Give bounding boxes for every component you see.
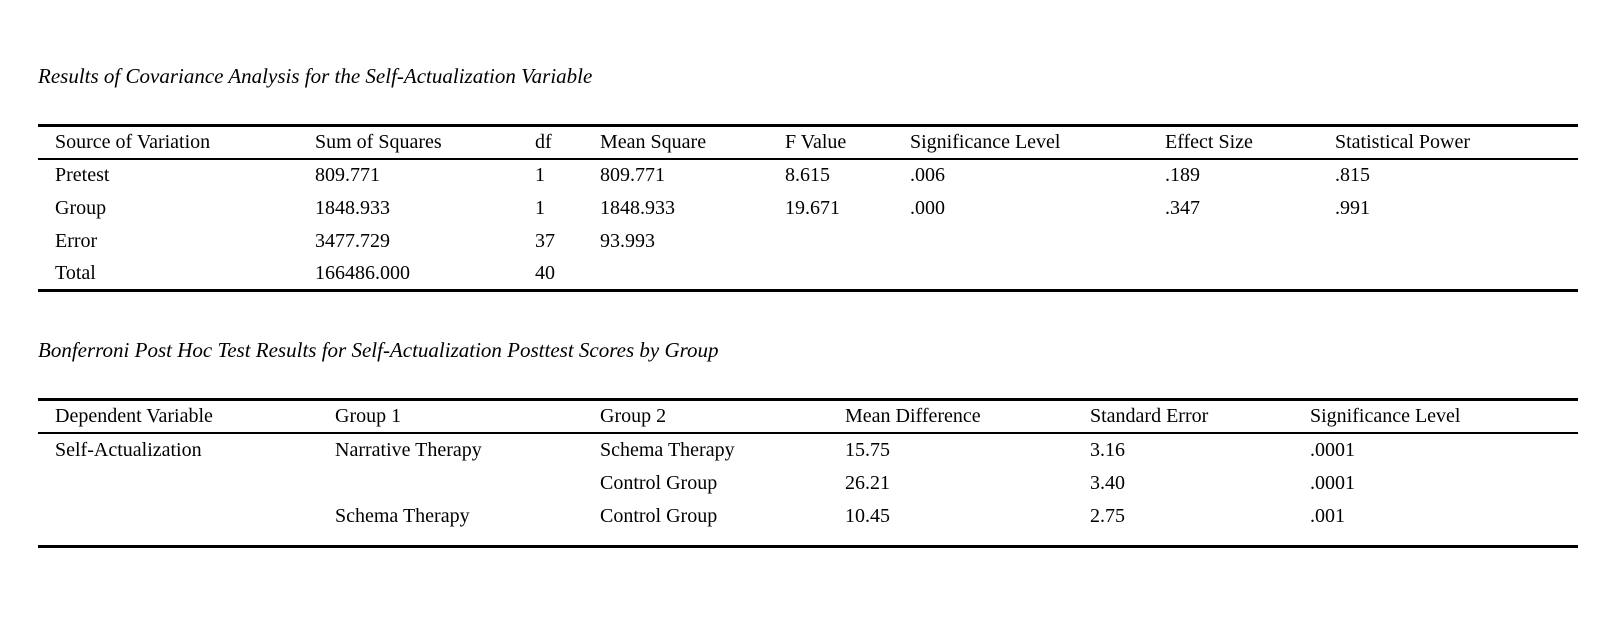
column-header: df xyxy=(535,130,552,153)
table-cell: 3.16 xyxy=(1090,438,1125,461)
table-cell: 166486.000 xyxy=(315,261,410,284)
table-cell xyxy=(910,258,1165,291)
posthoc-table-title: Bonferroni Post Hoc Test Results for Sel… xyxy=(38,338,719,362)
table-cell: Schema Therapy xyxy=(600,438,735,461)
posthoc-table-body: Self-Actualization Narrative Therapy Sch… xyxy=(38,433,1578,547)
table-cell: .347 xyxy=(1165,196,1200,219)
column-header: Source of Variation xyxy=(55,130,211,153)
ancova-table: Source of Variation Sum of Squares df Me… xyxy=(38,124,1578,292)
table-cell: 1848.933 xyxy=(600,196,675,219)
table-cell: .815 xyxy=(1335,164,1370,186)
ancova-table-header: Source of Variation Sum of Squares df Me… xyxy=(38,126,1578,159)
column-header: Statistical Power xyxy=(1335,130,1470,153)
ancova-table-title: Results of Covariance Analysis for the S… xyxy=(38,64,593,88)
posthoc-table: Dependent Variable Group 1 Group 2 Mean … xyxy=(38,398,1578,548)
table-cell: Self-Actualization xyxy=(55,438,202,461)
table-cell: Narrative Therapy xyxy=(335,438,482,461)
table-row: Control Group 26.21 3.40 .0001 xyxy=(38,467,1578,501)
table-cell xyxy=(600,258,785,291)
table-row: Pretest 809.771 1 809.771 8.615 .006 .18… xyxy=(38,159,1578,192)
table-cell: .991 xyxy=(1335,196,1370,219)
table-cell xyxy=(785,225,910,258)
table-cell: Control Group xyxy=(600,472,718,494)
table-row: Total 166486.000 40 xyxy=(38,258,1578,291)
table-cell xyxy=(1335,258,1578,291)
table-cell xyxy=(910,225,1165,258)
table-cell: 19.671 xyxy=(785,196,840,219)
table-cell: Error xyxy=(55,229,98,252)
table-cell: Control Group xyxy=(600,505,718,528)
column-header: Group 1 xyxy=(335,404,402,427)
table-cell: 3.40 xyxy=(1090,472,1125,494)
table-cell: 809.771 xyxy=(600,164,665,186)
table-cell: 26.21 xyxy=(845,472,890,494)
table-cell: Pretest xyxy=(55,164,110,186)
posthoc-table-header: Dependent Variable Group 1 Group 2 Mean … xyxy=(38,400,1578,433)
table-cell: .001 xyxy=(1310,505,1345,528)
table-cell xyxy=(38,467,335,501)
header-row: Dependent Variable Group 1 Group 2 Mean … xyxy=(38,400,1578,433)
table-cell: 1848.933 xyxy=(315,196,390,219)
table-row: Group 1848.933 1 1848.933 19.671 .000 .3… xyxy=(38,192,1578,225)
column-header: F Value xyxy=(785,130,847,153)
table-cell: 8.615 xyxy=(785,164,830,186)
table-row: Schema Therapy Control Group 10.45 2.75 … xyxy=(38,501,1578,547)
column-header: Mean Square xyxy=(600,130,707,153)
table-cell: .006 xyxy=(910,164,945,186)
table-cell: 1 xyxy=(535,196,545,219)
column-header: Mean Difference xyxy=(845,404,981,427)
table-cell: 3477.729 xyxy=(315,229,390,252)
table-cell xyxy=(785,258,910,291)
table-cell: 10.45 xyxy=(845,505,890,528)
table-cell xyxy=(1165,258,1335,291)
table-cell: Total xyxy=(55,261,96,284)
column-header: Sum of Squares xyxy=(315,130,442,153)
table-cell: 809.771 xyxy=(315,164,380,186)
column-header: Effect Size xyxy=(1165,130,1253,153)
table-cell: .000 xyxy=(910,196,945,219)
column-header: Significance Level xyxy=(1310,404,1461,427)
table-cell xyxy=(38,501,335,547)
table-cell: .189 xyxy=(1165,164,1200,186)
table-cell: 37 xyxy=(535,229,555,252)
ancova-table-body: Pretest 809.771 1 809.771 8.615 .006 .18… xyxy=(38,159,1578,291)
column-header: Standard Error xyxy=(1090,404,1209,427)
table-cell: Schema Therapy xyxy=(335,505,470,528)
table-row: Self-Actualization Narrative Therapy Sch… xyxy=(38,433,1578,467)
column-header: Significance Level xyxy=(910,130,1061,153)
table-cell xyxy=(1165,225,1335,258)
table-cell: 40 xyxy=(535,261,555,284)
table-cell: 2.75 xyxy=(1090,505,1125,528)
column-header: Group 2 xyxy=(600,404,667,427)
table-cell: .0001 xyxy=(1310,438,1355,461)
header-row: Source of Variation Sum of Squares df Me… xyxy=(38,126,1578,159)
table-cell: 1 xyxy=(535,164,545,186)
table-cell: Group xyxy=(55,196,107,219)
table-cell: 93.993 xyxy=(600,229,655,252)
column-header: Dependent Variable xyxy=(55,404,213,427)
table-cell: 15.75 xyxy=(845,438,890,461)
table-cell xyxy=(335,467,600,501)
table-row: Error 3477.729 37 93.993 xyxy=(38,225,1578,258)
table-cell: .0001 xyxy=(1310,472,1355,494)
table-cell xyxy=(1335,225,1578,258)
